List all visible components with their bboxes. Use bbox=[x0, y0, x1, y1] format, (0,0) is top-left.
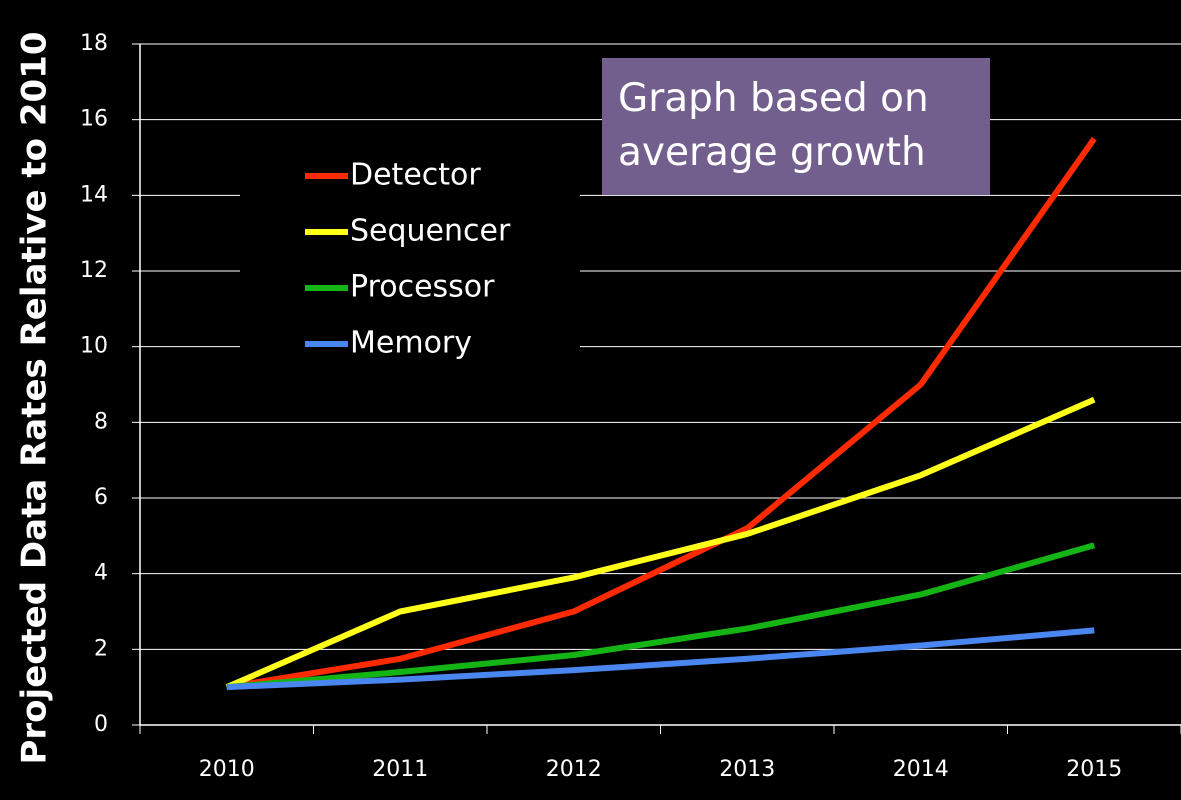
line bbox=[225, 396, 1096, 690]
y-tick-label: 10 bbox=[80, 334, 108, 359]
annotation: Graph based on average growth bbox=[602, 58, 990, 195]
y-tick-label: 0 bbox=[94, 712, 108, 737]
y-axis-label: Projected Data Rates Relative to 2010 bbox=[15, 32, 55, 765]
legend-label: Detector bbox=[350, 158, 481, 193]
y-tick-label: 4 bbox=[94, 561, 108, 586]
y-tick-label: 12 bbox=[80, 258, 108, 283]
x-tick-label: 2010 bbox=[199, 757, 255, 782]
line bbox=[226, 136, 1097, 691]
x-tick-label: 2015 bbox=[1066, 757, 1122, 782]
x-tick-label: 2012 bbox=[546, 757, 602, 782]
y-tick-label: 16 bbox=[80, 107, 108, 132]
y-tick-label: 14 bbox=[80, 182, 108, 207]
y-tick-label: 2 bbox=[94, 636, 108, 661]
y-tick-label: 8 bbox=[94, 409, 108, 434]
legend-background bbox=[240, 148, 580, 370]
legend-label: Processor bbox=[350, 270, 495, 305]
y-tick-label: 6 bbox=[94, 485, 108, 510]
legend-label: Sequencer bbox=[350, 214, 511, 249]
x-tick-label: 2011 bbox=[372, 757, 428, 782]
legend-label: Memory bbox=[350, 326, 472, 361]
x-tick-label: 2014 bbox=[893, 757, 949, 782]
line bbox=[226, 627, 1095, 691]
line bbox=[226, 542, 1096, 691]
y-tick-label: 18 bbox=[80, 31, 108, 56]
x-tick-label: 2013 bbox=[719, 757, 775, 782]
